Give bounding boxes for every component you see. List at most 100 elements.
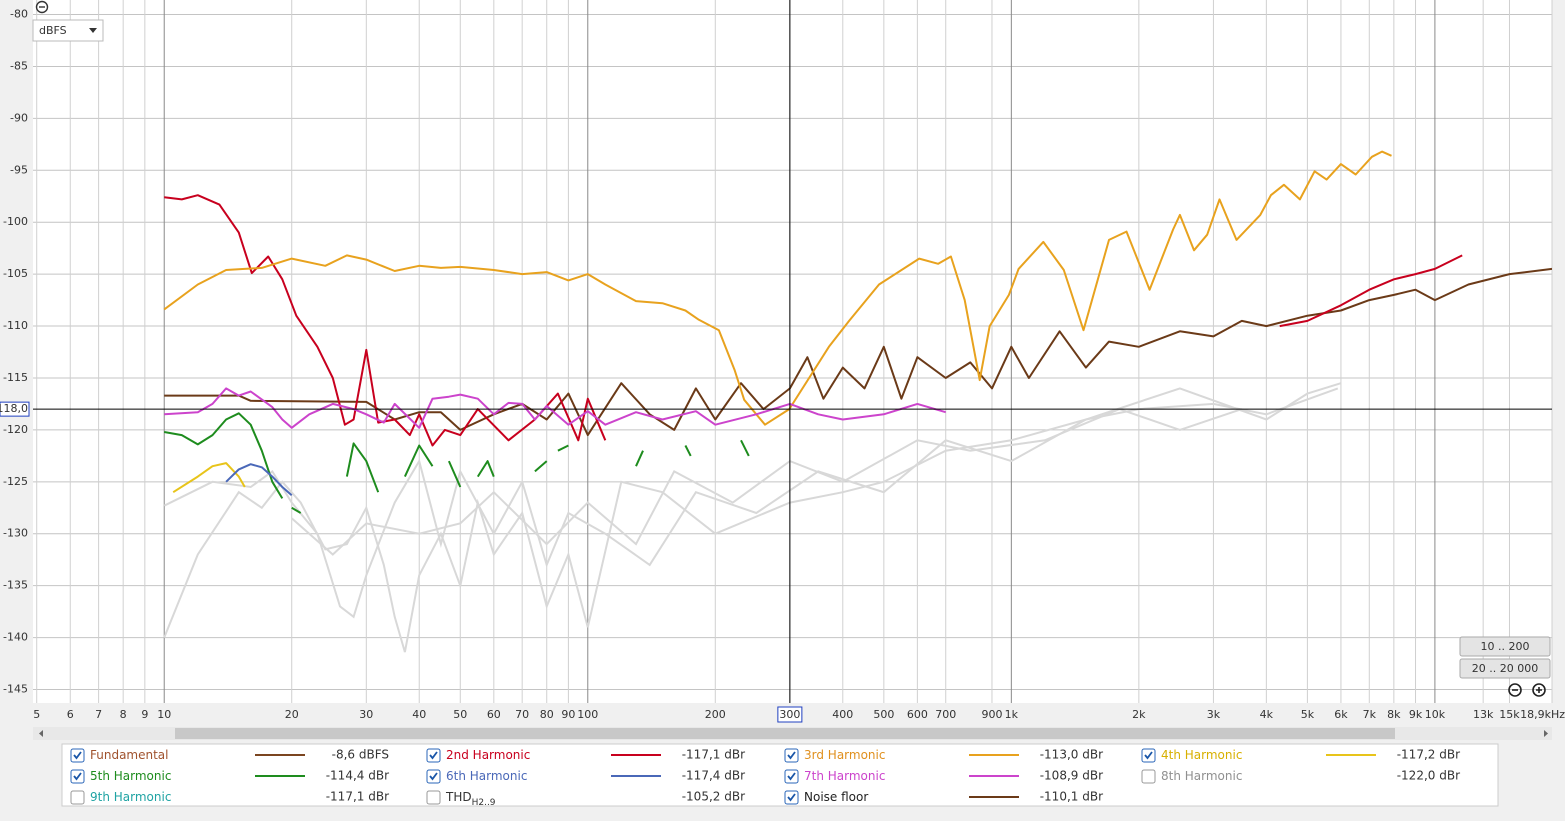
x-tick-label: 7	[95, 708, 102, 721]
x-tick-label: 9	[141, 708, 148, 721]
legend-name[interactable]: 2nd Harmonic	[446, 748, 530, 762]
zoom-out-icon[interactable]	[35, 0, 49, 14]
y-tick-label: -80	[10, 8, 28, 21]
y-tick-label: -115	[3, 371, 28, 384]
checkmark	[429, 772, 438, 781]
x-tick-label: 2k	[1132, 708, 1146, 721]
harmonic-line	[164, 194, 1463, 447]
legend-name-text: 4th Harmonic	[1161, 748, 1242, 762]
zoom-in-button[interactable]	[1532, 683, 1546, 697]
x-tick-label: 100	[577, 708, 598, 721]
legend-name[interactable]: Noise floor	[804, 790, 868, 804]
harmonic-line	[164, 387, 946, 429]
legend-checkbox[interactable]	[1141, 769, 1156, 784]
legend-readout: -117,1 dBr	[682, 748, 745, 762]
legend-name-text: 3rd Harmonic	[804, 748, 885, 762]
zoom-in-button-plus	[1536, 687, 1542, 693]
legend-readout: -114,4 dBr	[326, 769, 389, 783]
x-tick-label: 3k	[1207, 708, 1221, 721]
legend-name[interactable]: 6th Harmonic	[446, 769, 527, 783]
harmonic-line	[225, 463, 293, 497]
cursor-y-label: 118,0	[0, 402, 28, 415]
x-tick-label: 8k	[1387, 708, 1401, 721]
legend-name-text: 6th Harmonic	[446, 769, 527, 783]
checkmark	[787, 793, 796, 802]
legend-name-text: THD	[445, 790, 472, 804]
legend-name[interactable]: 5th Harmonic	[90, 769, 171, 783]
zoom-out-button[interactable]	[1508, 683, 1522, 697]
x-tick-label: 5	[33, 708, 40, 721]
legend-name[interactable]: Fundamental	[90, 748, 169, 762]
range-button[interactable]	[1459, 636, 1551, 657]
x-tick-label: 30	[359, 708, 373, 721]
units-dropdown[interactable]	[32, 19, 104, 42]
y-tick-label: -145	[3, 683, 28, 696]
legend-name[interactable]: 7th Harmonic	[804, 769, 885, 783]
scrollbar-thumb[interactable]	[175, 728, 1395, 739]
legend-name-text: 2nd Harmonic	[446, 748, 530, 762]
legend-name[interactable]: THDH2..9	[445, 790, 496, 808]
x-tick-label: 4k	[1260, 708, 1274, 721]
legend-name[interactable]: 9th Harmonic	[90, 790, 171, 804]
legend-readout: -110,1 dBr	[1040, 790, 1103, 804]
x-tick-label: 40	[412, 708, 426, 721]
legend-name[interactable]: 3rd Harmonic	[804, 748, 885, 762]
legend-name-text: 5th Harmonic	[90, 769, 171, 783]
range-button-label: 10 .. 200	[1481, 640, 1530, 653]
legend-name-text: 9th Harmonic	[90, 790, 171, 804]
x-tick-label: 15k	[1499, 708, 1520, 721]
legend-readout: -113,0 dBr	[1040, 748, 1103, 762]
x-tick-label: 10k	[1425, 708, 1446, 721]
x-tick-label: 700	[935, 708, 956, 721]
legend-readout: -117,4 dBr	[682, 769, 745, 783]
legend-readout: -105,2 dBr	[682, 790, 745, 804]
faded-line	[291, 408, 1243, 556]
legend-checkbox[interactable]	[426, 790, 441, 805]
range-button[interactable]	[1459, 658, 1551, 679]
y-tick-label: -120	[3, 423, 28, 436]
legend-readout: -117,2 dBr	[1397, 748, 1460, 762]
x-tick-label: 13k	[1473, 708, 1494, 721]
legend-readout: -108,9 dBr	[1040, 769, 1103, 783]
scroll-left[interactable]	[39, 730, 43, 737]
checkmark	[787, 751, 796, 760]
y-tick-label: -95	[10, 163, 28, 176]
y-tick-label: -85	[10, 59, 28, 72]
range-button-label: 20 .. 20 000	[1472, 662, 1538, 675]
legend-name[interactable]: 4th Harmonic	[1161, 748, 1242, 762]
x-tick-label: 20	[285, 708, 299, 721]
x-tick-label: 80	[540, 708, 554, 721]
legend-name-text: Noise floor	[804, 790, 868, 804]
y-tick-label: -110	[3, 319, 28, 332]
checkmark	[73, 751, 82, 760]
x-tick-label: 50	[453, 708, 467, 721]
legend-name[interactable]: 8th Harmonic	[1161, 769, 1242, 783]
legend-readout: -8,6 dBFS	[332, 748, 389, 762]
plot-lines	[33, 0, 1552, 703]
x-tick-label: 900	[981, 708, 1002, 721]
legend-name-text: Fundamental	[90, 748, 169, 762]
cursor-y-box	[0, 401, 30, 417]
x-tick-label: 400	[832, 708, 853, 721]
dropdown-arrow	[89, 28, 97, 33]
x-tick-label: 70	[515, 708, 529, 721]
x-tick-label: 18,9kHz	[1520, 708, 1565, 721]
legend-readout: -117,1 dBr	[326, 790, 389, 804]
x-tick-label: 60	[487, 708, 501, 721]
x-tick-label: 7k	[1363, 708, 1377, 721]
plot-background	[33, 0, 1552, 703]
grid	[33, 0, 1553, 703]
legend-checkbox[interactable]	[70, 790, 85, 805]
checkmark	[73, 772, 82, 781]
x-tick-label: 1k	[1005, 708, 1019, 721]
x-tick-label: 5k	[1301, 708, 1315, 721]
x-tick-label: 10	[157, 708, 171, 721]
scroll-right[interactable]	[1544, 730, 1548, 737]
harmonic-line	[164, 267, 1552, 437]
x-tick-label: 500	[873, 708, 894, 721]
checkmark	[787, 772, 796, 781]
faded-line	[163, 387, 1339, 653]
x-tick-label: 9k	[1409, 708, 1423, 721]
harmonic-line	[163, 150, 1392, 426]
harmonic-line	[164, 412, 750, 514]
